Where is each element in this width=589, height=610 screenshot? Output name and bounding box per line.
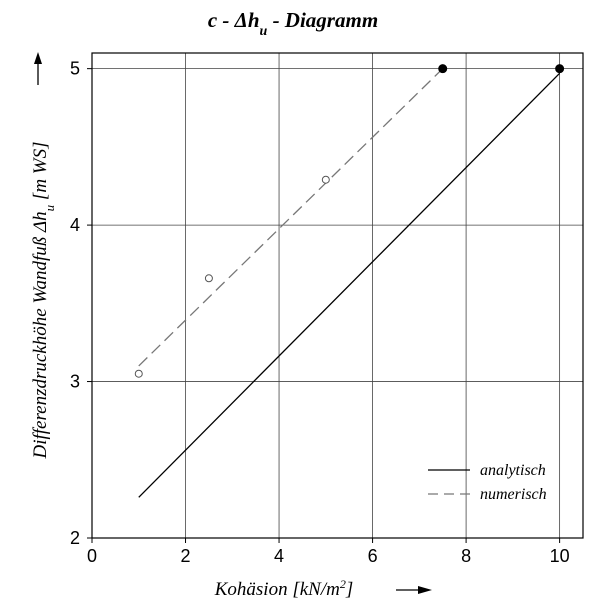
y-axis-ticks: 2 3 4 5 bbox=[70, 59, 92, 548]
y-tick-label: 4 bbox=[70, 215, 80, 235]
x-axis-arrow bbox=[396, 586, 432, 594]
x-tick-label: 6 bbox=[368, 546, 378, 566]
data-point-filled bbox=[555, 64, 565, 74]
series-line-numerisch bbox=[138, 68, 444, 367]
x-axis-ticks: 0 2 4 6 8 10 bbox=[87, 538, 570, 566]
legend-label-numerisch: numerisch bbox=[480, 486, 547, 503]
data-point-open bbox=[204, 274, 213, 283]
data-point-open bbox=[321, 175, 330, 184]
plot-frame bbox=[91, 52, 584, 539]
x-tick-label: 8 bbox=[461, 546, 471, 566]
series-lines bbox=[138, 68, 561, 498]
y-axis-arrow bbox=[34, 52, 42, 85]
data-markers bbox=[134, 64, 565, 378]
x-tick-label: 0 bbox=[87, 546, 97, 566]
legend: analytisch numerisch bbox=[428, 462, 547, 503]
y-tick-label: 2 bbox=[70, 528, 80, 548]
legend-label-analytisch: analytisch bbox=[480, 462, 546, 479]
x-tick-label: 10 bbox=[550, 546, 570, 566]
chart-title: c - Δhu - Diagramm bbox=[208, 8, 378, 39]
y-tick-label: 3 bbox=[70, 372, 80, 392]
series-line-analytisch bbox=[138, 72, 561, 498]
x-tick-label: 2 bbox=[181, 546, 191, 566]
data-point-filled bbox=[438, 64, 448, 74]
y-tick-label: 5 bbox=[70, 59, 80, 79]
y-axis-label: Differenzdruckhöhe Wandfuß Δhu [m WS] bbox=[30, 141, 57, 459]
grid bbox=[92, 53, 583, 538]
x-axis-label: Kohäsion [kN/m2] bbox=[214, 577, 354, 600]
x-tick-label: 4 bbox=[274, 546, 284, 566]
data-point-open bbox=[134, 369, 143, 378]
